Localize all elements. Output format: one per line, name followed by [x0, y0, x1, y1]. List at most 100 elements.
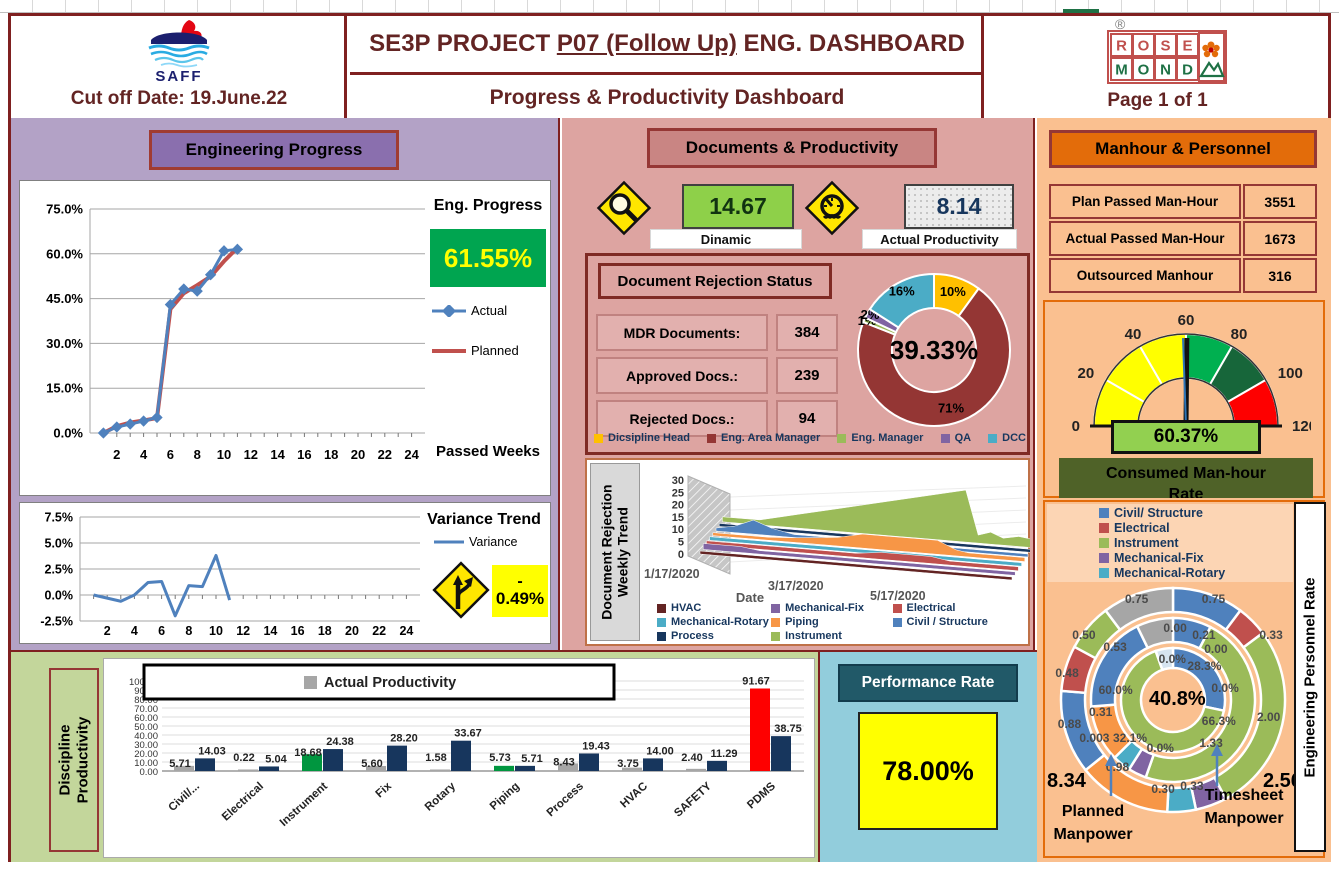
- performance-value-box: 78.00%: [858, 712, 998, 830]
- svg-text:16: 16: [297, 447, 311, 462]
- gauge-caption-box: Consumed Man-hour Rate: [1059, 458, 1313, 498]
- svg-text:24.38: 24.38: [326, 736, 354, 748]
- personnel-legend-item: Mechanical-Rotary: [1099, 566, 1293, 580]
- ring-label: 0.48: [1055, 666, 1079, 681]
- bar-secondary: [387, 745, 407, 771]
- svg-text:40.00: 40.00: [134, 731, 158, 742]
- planned-arrow-icon: [1105, 754, 1117, 796]
- svg-text:5.73: 5.73: [489, 752, 510, 764]
- svg-text:50.00: 50.00: [134, 722, 158, 733]
- svg-text:0.22: 0.22: [233, 752, 254, 764]
- planned-manpower-label: Planned Manpower: [1053, 803, 1133, 844]
- svg-text:45.0%: 45.0%: [46, 291, 83, 306]
- rejection-legend-item: DCC: [988, 432, 1026, 444]
- header-left-cell: SAFF Cut off Date: 19.June.22: [11, 16, 347, 118]
- timesheet-arrow-icon: [1211, 744, 1223, 786]
- ring-label: 0.75: [1201, 592, 1226, 606]
- ring-label: 0.0%: [1158, 652, 1186, 666]
- svg-text:40: 40: [1125, 326, 1142, 343]
- documents-title: Documents & Productivity: [647, 128, 937, 168]
- ring-label: 60.0%: [1098, 683, 1133, 698]
- weekly-legend-item: Civil / Structure: [892, 616, 1025, 628]
- variance-chart-box: 7.5% 5.0% 2.5% 0.0% -2.5% 2 4 6 8 10 12 14 16 18 20 22 2…: [19, 502, 551, 644]
- svg-text:80: 80: [1231, 326, 1248, 343]
- svg-text:S: S: [1160, 38, 1170, 55]
- svg-text:0.00: 0.00: [140, 767, 159, 778]
- svg-text:28.20: 28.20: [390, 733, 418, 745]
- ring-label: 0.003: [1079, 731, 1110, 746]
- rejection-row-value: 384: [776, 314, 838, 351]
- variance-sign-icon: [428, 557, 494, 623]
- legend-variance: Variance: [434, 535, 517, 549]
- main-title-prefix: SE3P PROJECT: [369, 30, 557, 57]
- bar-actual: [238, 769, 258, 771]
- svg-text:D: D: [1182, 62, 1193, 79]
- planned-manpower-value: 8.34: [1047, 770, 1086, 792]
- rejection-legend-item: Eng. Area Manager: [707, 432, 820, 444]
- svg-text:12: 12: [244, 447, 258, 462]
- legend-planned: Planned: [432, 343, 519, 358]
- rejection-row: Rejected Docs.: 94: [596, 400, 846, 437]
- variance-line-icon: [434, 540, 464, 544]
- svg-text:60.0%: 60.0%: [46, 246, 83, 261]
- svg-text:E: E: [1182, 38, 1192, 55]
- svg-text:33.67: 33.67: [454, 728, 482, 740]
- gauge-box: 0 20 40 60 80 100 120 60.37% Consumed Man-hour…: [1043, 300, 1325, 498]
- legend-actual: Actual: [432, 303, 507, 318]
- svg-text:2: 2: [113, 447, 120, 462]
- svg-text:19.43: 19.43: [582, 741, 610, 753]
- saff-logo: SAFF: [131, 18, 227, 85]
- bar-secondary: [771, 736, 791, 771]
- svg-text:18: 18: [318, 624, 332, 638]
- svg-text:Fix: Fix: [374, 780, 395, 800]
- manhour-title: Manhour & Personnel: [1049, 130, 1317, 168]
- manhour-table-row: Actual Passed Man-Hour 1673: [1049, 221, 1317, 256]
- eng-progress-kpi-value: 61.55%: [430, 229, 546, 287]
- personnel-legend-item: Mechanical-Fix: [1099, 551, 1293, 565]
- svg-text:10: 10: [217, 447, 231, 462]
- manhour-row-value: 316: [1243, 258, 1317, 293]
- weekly-legend-item: Electrical: [892, 602, 1025, 614]
- ring-label: 0.50: [1072, 628, 1096, 642]
- bar-actual: [494, 765, 514, 771]
- svg-text:N: N: [1160, 62, 1171, 79]
- svg-text:24: 24: [404, 447, 419, 462]
- svg-text:10.00: 10.00: [134, 758, 158, 769]
- ring-label: 2.00: [1257, 709, 1281, 724]
- svg-text:HVAC: HVAC: [618, 780, 650, 810]
- svg-text:5: 5: [678, 537, 684, 549]
- svg-text:10: 10: [672, 524, 684, 536]
- svg-text:Instrument: Instrument: [278, 780, 330, 829]
- timesheet-manpower-value: 2.56: [1263, 770, 1302, 792]
- svg-text:60: 60: [1178, 312, 1195, 329]
- panel-documents-productivity: Documents & Productivity 14.67 Dinamic 8…: [562, 118, 1035, 650]
- svg-text:3.75: 3.75: [617, 758, 638, 770]
- weekly-legend-item: Instrument: [771, 630, 892, 642]
- rejection-legend-item: QA: [940, 432, 971, 444]
- manhour-table-row: Plan Passed Man-Hour 3551: [1049, 184, 1317, 219]
- x-axis-title: Passed Weeks: [436, 443, 540, 460]
- progress-chart-box: 75.0% 60.0% 45.0% 30.0% 15.0% 0.0% 2 4 6 8 10 12 14 1…: [19, 180, 551, 496]
- svg-text:20: 20: [351, 447, 365, 462]
- main-title-suffix: ENG. DASHBOARD: [736, 30, 965, 57]
- eng-progress-kpi-label: Eng. Progress: [433, 197, 543, 214]
- dinamic-kpi-label: Dinamic: [650, 229, 802, 249]
- cutoff-date: Cut off Date: 19.June.22: [70, 88, 288, 109]
- bar-actual: [430, 769, 450, 771]
- manhour-row-label: Outsourced Manhour: [1049, 258, 1241, 293]
- actual-productivity-kpi-value: 8.14: [904, 184, 1014, 229]
- svg-text:M: M: [1115, 62, 1128, 79]
- svg-text:5.71: 5.71: [169, 758, 190, 770]
- bar-secondary: [323, 749, 343, 771]
- svg-text:SAFETY: SAFETY: [672, 780, 714, 819]
- ring-label: 0.31: [1089, 704, 1113, 719]
- saff-logo-text: SAFF: [155, 68, 202, 84]
- svg-text:4: 4: [131, 624, 138, 638]
- svg-text:25: 25: [672, 487, 684, 499]
- document-rejection-status-box: Document Rejection Status MDR Documents:…: [585, 253, 1030, 455]
- svg-text:14: 14: [263, 624, 277, 638]
- bar-actual: [366, 765, 386, 771]
- weekly-trend-side-label: Document Rejection Weekly Trend: [590, 463, 640, 641]
